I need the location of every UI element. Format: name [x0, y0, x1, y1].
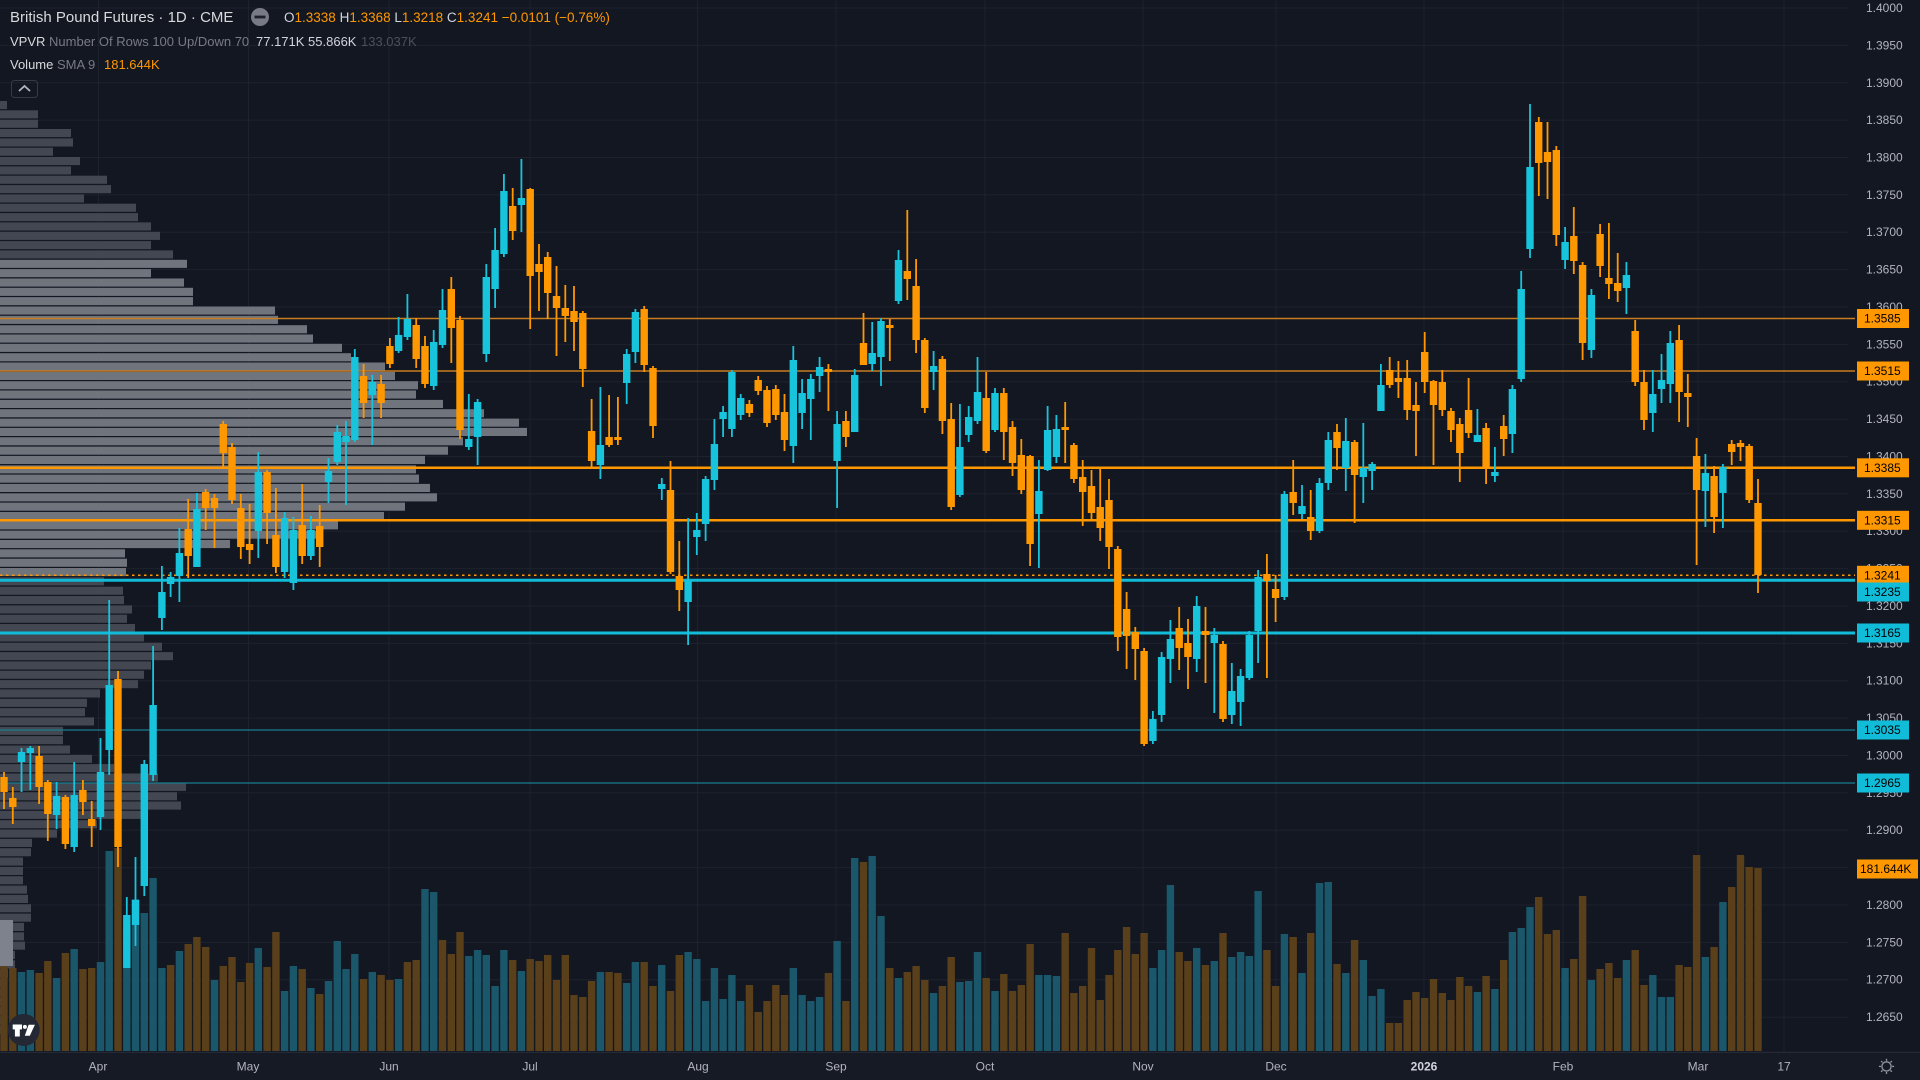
svg-text:Feb: Feb — [1553, 1060, 1574, 1074]
svg-text:1.3550: 1.3550 — [1866, 337, 1903, 351]
svg-text:181.644K: 181.644K — [1860, 862, 1911, 876]
svg-text:17: 17 — [1777, 1060, 1791, 1074]
svg-text:Apr: Apr — [89, 1060, 108, 1074]
svg-text:British Pound Futures · 1D · C: British Pound Futures · 1D · CME — [10, 9, 233, 26]
svg-text:1.3241: 1.3241 — [1864, 568, 1901, 582]
svg-text:Jul: Jul — [522, 1060, 537, 1074]
svg-text:1.3385: 1.3385 — [1864, 461, 1901, 475]
svg-text:1.3100: 1.3100 — [1866, 674, 1903, 688]
svg-text:Mar: Mar — [1688, 1060, 1709, 1074]
svg-text:1.2700: 1.2700 — [1866, 973, 1903, 987]
svg-text:1.3650: 1.3650 — [1866, 263, 1903, 277]
svg-text:1.3800: 1.3800 — [1866, 151, 1903, 165]
svg-text:1.3850: 1.3850 — [1866, 113, 1903, 127]
svg-text:1.2900: 1.2900 — [1866, 823, 1903, 837]
svg-text:1.3200: 1.3200 — [1866, 599, 1903, 613]
svg-text:1.2750: 1.2750 — [1866, 935, 1903, 949]
svg-text:VPVR Number Of Rows 100 Up/Dow: VPVR Number Of Rows 100 Up/Down 70 77.171… — [10, 34, 417, 49]
svg-text:1.3235: 1.3235 — [1864, 585, 1901, 599]
svg-text:1.4000: 1.4000 — [1866, 1, 1903, 15]
svg-text:1.3515: 1.3515 — [1864, 364, 1901, 378]
svg-text:Sep: Sep — [825, 1060, 847, 1074]
svg-text:May: May — [237, 1060, 260, 1074]
svg-text:1.3315: 1.3315 — [1864, 513, 1901, 527]
svg-text:Aug: Aug — [687, 1060, 708, 1074]
svg-text:1.2650: 1.2650 — [1866, 1010, 1903, 1024]
svg-text:1.3000: 1.3000 — [1866, 749, 1903, 763]
svg-text:1.3450: 1.3450 — [1866, 412, 1903, 426]
svg-text:1.3750: 1.3750 — [1866, 188, 1903, 202]
svg-text:1.2800: 1.2800 — [1866, 898, 1903, 912]
svg-text:Dec: Dec — [1265, 1060, 1286, 1074]
svg-text:1.3950: 1.3950 — [1866, 38, 1903, 52]
svg-text:1.3700: 1.3700 — [1866, 225, 1903, 239]
svg-text:1.3900: 1.3900 — [1866, 76, 1903, 90]
svg-text:2026: 2026 — [1411, 1060, 1438, 1074]
svg-text:Nov: Nov — [1132, 1060, 1153, 1074]
svg-text:Oct: Oct — [976, 1060, 995, 1074]
svg-text:Jun: Jun — [379, 1060, 398, 1074]
svg-text:1.3165: 1.3165 — [1864, 626, 1901, 640]
svg-text:O1.3338 H1.3368 L1.3218 C1.324: O1.3338 H1.3368 L1.3218 C1.3241 −0.0101 … — [284, 10, 610, 25]
svg-text:1.3585: 1.3585 — [1864, 312, 1901, 326]
svg-text:1.3350: 1.3350 — [1866, 487, 1903, 501]
svg-text:1.3035: 1.3035 — [1864, 723, 1901, 737]
svg-text:1.2965: 1.2965 — [1864, 776, 1901, 790]
